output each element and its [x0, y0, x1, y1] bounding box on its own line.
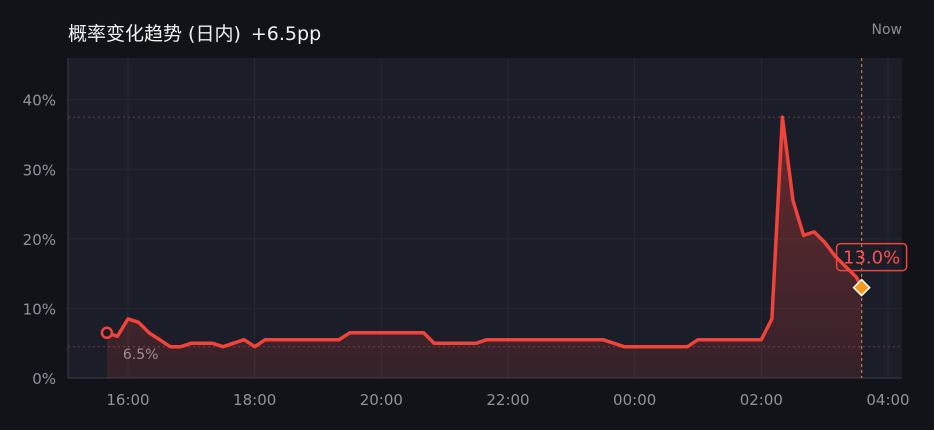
end-marker: [852, 278, 871, 297]
series-line: [105, 115, 864, 349]
now-label: Now: [871, 22, 903, 38]
end-value-label: 13.0%: [843, 248, 900, 269]
change-badge: +6.5pp: [250, 23, 322, 45]
x-tick-label: 02:00: [740, 391, 783, 409]
y-tick-label: 30%: [23, 161, 56, 179]
end-value-badge: [835, 242, 908, 272]
x-tick-label: 04:00: [866, 391, 909, 409]
y-tick-label: 10%: [23, 300, 56, 318]
x-tick-label: 20:00: [360, 391, 403, 409]
y-tick-label: 40%: [23, 92, 56, 110]
plot-area: [68, 58, 902, 378]
chart-title-text: 概率变化趋势 (日内): [68, 23, 241, 45]
x-tick-label: 00:00: [613, 391, 656, 409]
y-tick-label: 20%: [23, 231, 56, 249]
x-tick-label: 18:00: [233, 391, 276, 409]
start-marker: [100, 326, 114, 340]
start-value-label: 6.5%: [123, 347, 159, 363]
x-tick-label: 16:00: [106, 391, 149, 409]
series-area: [106, 117, 862, 378]
y-tick-label: 0%: [32, 370, 56, 388]
x-tick-label: 22:00: [486, 391, 529, 409]
chart-title: 概率变化趋势 (日内) +6.5pp: [68, 19, 321, 46]
